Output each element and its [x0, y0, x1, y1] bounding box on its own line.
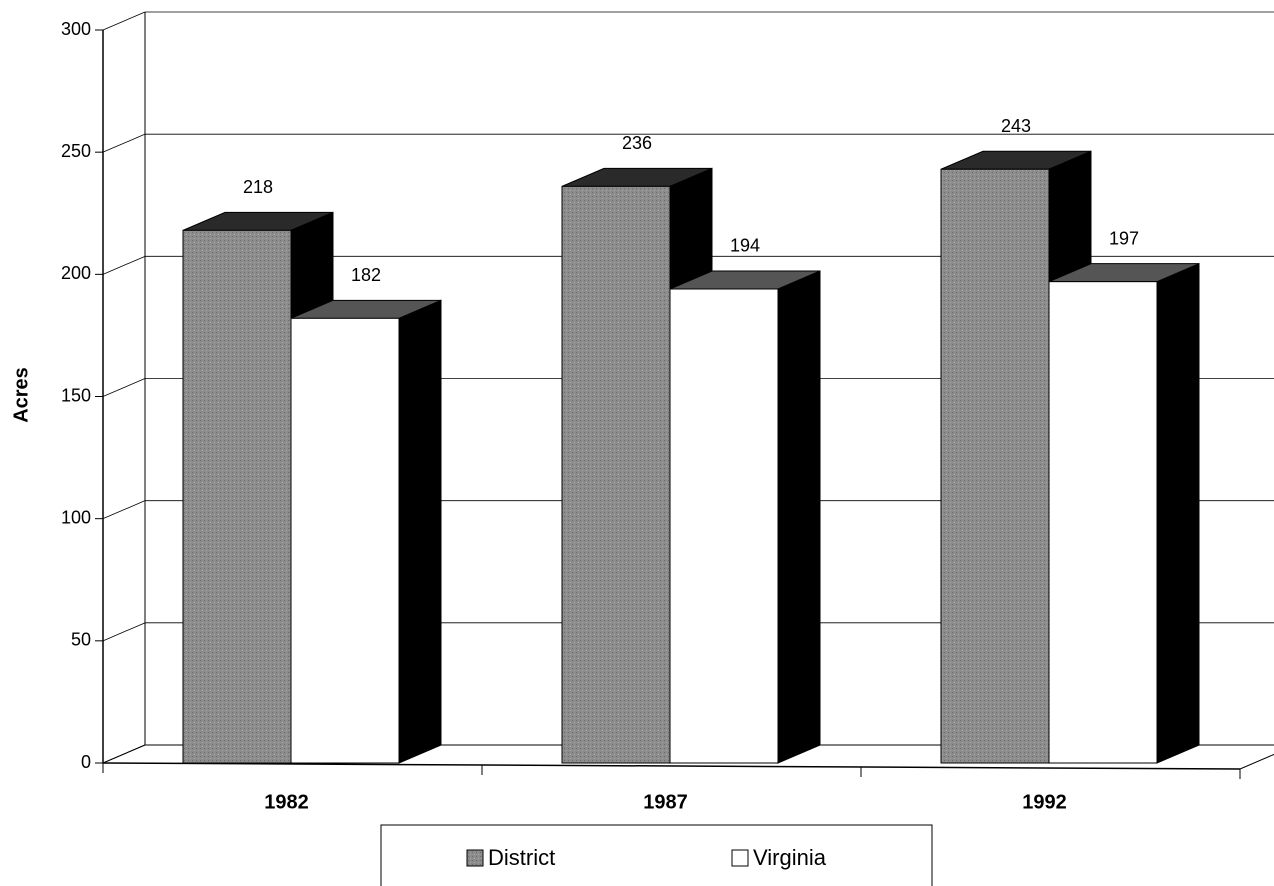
bar	[669, 288, 779, 764]
bar-side	[398, 299, 442, 764]
grid-line-side	[102, 622, 146, 642]
grid-line-side	[102, 11, 146, 31]
bar-group	[1048, 262, 1200, 764]
grid-line-side	[102, 500, 146, 520]
bar	[1048, 281, 1158, 764]
grid-line-side	[102, 255, 146, 275]
grid-line-side	[102, 378, 146, 397]
data-label: 197	[1109, 228, 1139, 248]
floor-front	[102, 762, 1241, 770]
x-tick-label: 1987	[643, 791, 688, 813]
grid-line-side	[102, 744, 146, 764]
bar	[182, 229, 292, 764]
bar	[561, 185, 671, 764]
y-tick-label: 150	[61, 385, 91, 405]
bar	[940, 168, 1050, 764]
legend-box	[380, 824, 933, 886]
y-tick-label: 50	[71, 630, 91, 650]
bar-group	[290, 299, 442, 764]
y-tick-label: 0	[81, 752, 91, 772]
data-label: 243	[1001, 116, 1031, 136]
bar-group	[669, 270, 821, 764]
y-axis-label: Acres	[10, 367, 32, 423]
y-tick-label: 200	[61, 263, 91, 283]
data-label: 182	[351, 265, 381, 285]
legend-swatch	[466, 849, 484, 867]
data-label: 194	[730, 236, 760, 256]
y-tick-label: 250	[61, 141, 91, 161]
data-label: 236	[622, 133, 652, 153]
legend-label: Virginia	[753, 845, 827, 870]
bar	[290, 317, 400, 764]
data-label: 218	[243, 177, 273, 197]
x-tick-label: 1982	[264, 791, 309, 813]
bar-side	[777, 270, 821, 764]
floor-right	[1239, 753, 1274, 770]
x-tick-label: 1992	[1022, 791, 1067, 813]
legend-swatch	[731, 849, 749, 867]
y-tick-label: 300	[61, 19, 91, 39]
legend-label: District	[488, 845, 555, 870]
y-tick-label: 100	[61, 507, 91, 527]
bar-side	[1156, 262, 1200, 764]
grid-line-side	[102, 133, 146, 153]
